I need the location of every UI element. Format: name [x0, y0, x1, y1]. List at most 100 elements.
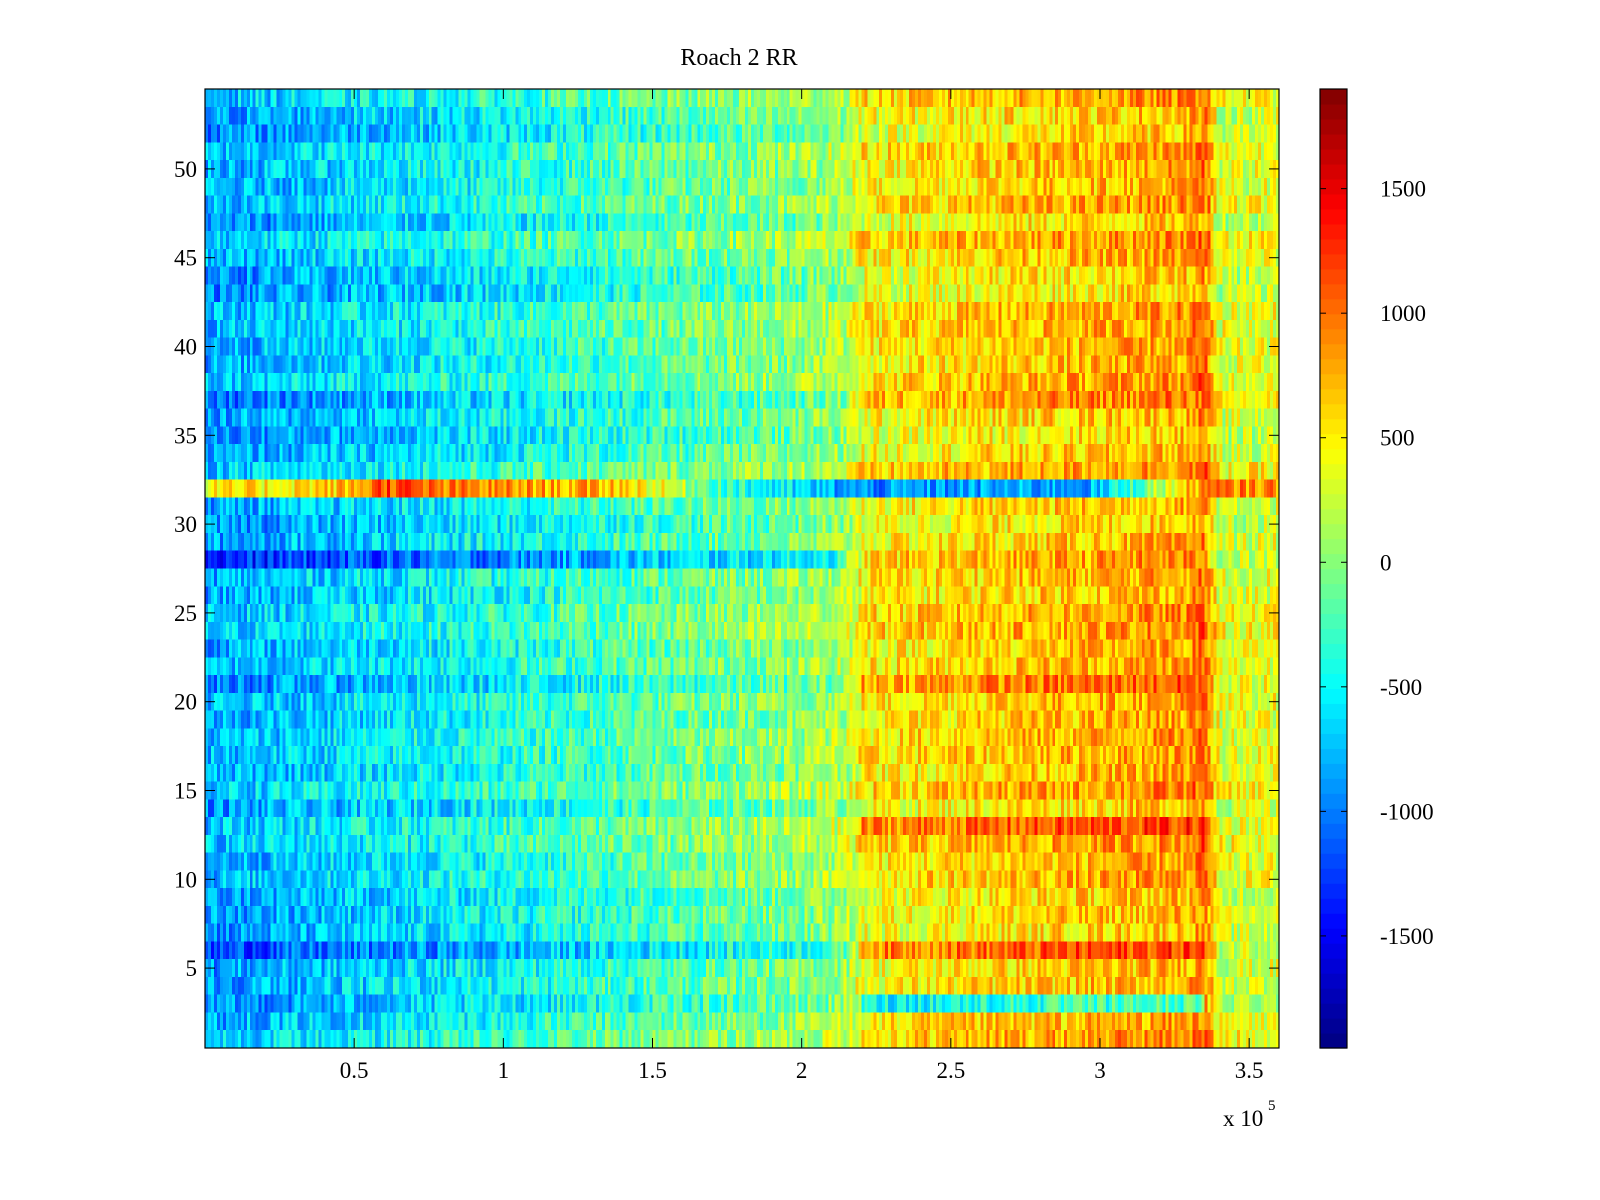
colorbar-tick-label: -1500 [1380, 924, 1434, 949]
colorbar-tick-label: 1500 [1380, 177, 1426, 202]
colorbar-step [1320, 778, 1347, 794]
plot-frame [204, 88, 1280, 1049]
colorbar-step [1320, 463, 1347, 480]
colorbar-step [1320, 1018, 1347, 1034]
colorbar-step [1320, 313, 1347, 330]
colorbar-step [1320, 913, 1347, 929]
colorbar-step [1320, 538, 1347, 555]
colorbar-step [1320, 193, 1347, 210]
x-tick-label: 1.5 [638, 1058, 667, 1083]
colorbar-step [1320, 958, 1347, 974]
chart-title: Roach 2 RR [680, 45, 797, 71]
colorbar-step [1320, 118, 1347, 135]
colorbar-step [1320, 583, 1347, 600]
colorbar-step [1320, 89, 1347, 105]
colorbar-step [1320, 628, 1347, 645]
colorbar-step [1320, 508, 1347, 525]
colorbar-step [1320, 763, 1347, 779]
y-tick-label: 10 [174, 867, 197, 892]
y-tick-label: 30 [174, 512, 197, 537]
y-tick-label: 15 [174, 778, 197, 803]
y-tick-label: 5 [186, 956, 198, 981]
colorbar-step [1320, 733, 1347, 749]
colorbar-step [1320, 688, 1347, 704]
colorbar-tick-label: -1000 [1380, 799, 1434, 824]
y-tick-label: 45 [174, 246, 197, 271]
colorbar-step [1320, 103, 1347, 120]
colorbar-border [1319, 88, 1348, 1049]
colorbar-step [1320, 673, 1347, 689]
heatmap-raster [205, 89, 1279, 1048]
colorbar-step [1320, 208, 1347, 225]
colorbar-step [1320, 223, 1347, 240]
colorbar-step [1320, 358, 1347, 375]
colorbar-step [1320, 373, 1347, 390]
colorbar-step [1320, 283, 1347, 300]
x-exponent-base: x 10 [1223, 1106, 1263, 1131]
colorbar-tick-label: 0 [1380, 550, 1392, 575]
colorbar-step [1320, 793, 1347, 809]
colorbar-tick-label: -500 [1380, 675, 1422, 700]
x-exponent-power: 5 [1268, 1098, 1276, 1114]
colorbar-step [1320, 973, 1347, 989]
colorbar-step [1320, 898, 1347, 914]
colorbar-step [1320, 598, 1347, 615]
colorbar-step [1320, 838, 1347, 854]
colorbar-step [1320, 418, 1347, 435]
y-tick-label: 50 [174, 157, 197, 182]
colorbar-tick-label: 1000 [1380, 301, 1426, 326]
y-axis: 5 10 15 20 25 30 35 40 45 50 [174, 157, 1279, 981]
colorbar-step [1320, 268, 1347, 285]
colorbar-step [1320, 238, 1347, 255]
colorbar-step [1320, 853, 1347, 869]
colorbar-step [1320, 808, 1347, 824]
colorbar-step [1320, 553, 1347, 570]
x-tick-label: 2.5 [936, 1058, 965, 1083]
x-axis: 0.5 1 1.5 2 2.5 3 3.5 [340, 89, 1264, 1083]
colorbar-tick-label: 500 [1380, 426, 1415, 451]
colorbar-step [1320, 433, 1347, 450]
colorbar-step [1320, 253, 1347, 270]
colorbar-step [1320, 928, 1347, 944]
colorbar-step [1320, 298, 1347, 315]
colorbar-step [1320, 703, 1347, 719]
colorbar-step [1320, 1033, 1347, 1049]
colorbar-step [1320, 178, 1347, 195]
x-tick-label: 0.5 [340, 1058, 369, 1083]
colorbar-step [1320, 343, 1347, 360]
colorbar-step [1320, 943, 1347, 959]
colorbar-step [1320, 1003, 1347, 1019]
colorbar-step [1320, 823, 1347, 839]
colorbar-step [1320, 148, 1347, 165]
y-tick-label: 25 [174, 601, 197, 626]
x-tick-label: 3 [1094, 1058, 1106, 1083]
colorbar-step [1320, 658, 1347, 674]
y-tick-label: 40 [174, 335, 197, 360]
colorbar-step [1320, 883, 1347, 899]
colorbar-step [1320, 163, 1347, 180]
colorbar-step [1320, 478, 1347, 495]
colorbar-step [1320, 403, 1347, 420]
colorbar-step [1320, 568, 1347, 585]
plot-border [204, 88, 1280, 1049]
colorbar-step [1320, 328, 1347, 345]
colorbar-step [1320, 748, 1347, 764]
colorbar-step [1320, 868, 1347, 884]
heatmap-cells [205, 89, 1279, 1048]
colorbar-step [1320, 643, 1347, 660]
colorbar-step [1320, 133, 1347, 150]
x-axis-exponent: x 10 5 [1223, 1098, 1276, 1131]
x-tick-label: 3.5 [1235, 1058, 1264, 1083]
colorbar-step [1320, 448, 1347, 465]
colorbar-step [1320, 613, 1347, 630]
x-tick-label: 1 [498, 1058, 510, 1083]
colorbar-step [1320, 988, 1347, 1004]
colorbar-step [1320, 388, 1347, 405]
y-tick-label: 20 [174, 690, 197, 715]
colorbar-step [1320, 718, 1347, 734]
colorbar-step [1320, 493, 1347, 510]
x-tick-label: 2 [796, 1058, 808, 1083]
colorbar-step [1320, 523, 1347, 540]
y-tick-label: 35 [174, 423, 197, 448]
